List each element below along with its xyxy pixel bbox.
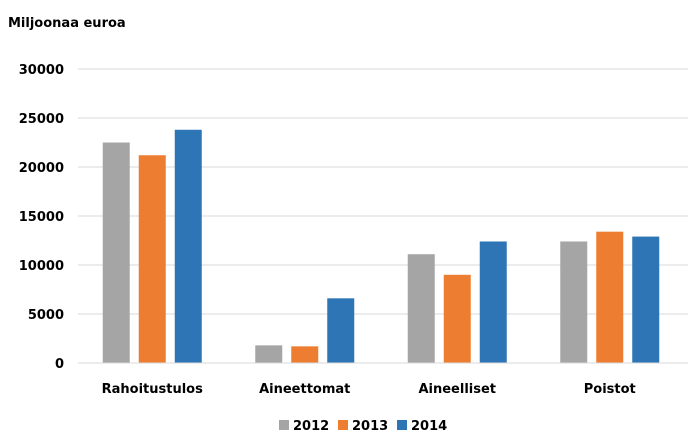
y-tick-label: 20000 xyxy=(19,161,64,176)
legend-label: 2014 xyxy=(411,419,447,434)
legend-label: 2012 xyxy=(293,419,329,434)
bar-2012-aineettomat xyxy=(255,345,283,363)
x-category-label: Aineelliset xyxy=(418,382,496,397)
bar-2013-poistot xyxy=(596,231,624,363)
legend-swatch-2013 xyxy=(338,420,348,430)
x-category-label: Poistot xyxy=(584,382,636,397)
y-tick-label: 15000 xyxy=(19,210,64,225)
bar-2012-poistot xyxy=(560,241,588,363)
x-category-label: Rahoitustulos xyxy=(102,382,203,397)
y-tick-label: 30000 xyxy=(19,63,64,78)
y-tick-label: 0 xyxy=(55,357,64,372)
bar-2013-rahoitustulos xyxy=(138,155,166,363)
bar-2014-aineettomat xyxy=(327,298,355,363)
bar-2013-aineettomat xyxy=(291,346,319,363)
y-tick-label: 10000 xyxy=(19,259,64,274)
bar-2014-aineelliset xyxy=(479,241,507,363)
bar-2014-rahoitustulos xyxy=(174,129,202,363)
y-tick-label: 25000 xyxy=(19,112,64,127)
legend-label: 2013 xyxy=(352,419,388,434)
bars xyxy=(102,129,660,363)
bar-2012-rahoitustulos xyxy=(102,142,130,363)
bar-2014-poistot xyxy=(632,236,660,363)
x-category-label: Aineettomat xyxy=(259,382,350,397)
y-axis-ticks: 0 5000 10000 15000 20000 25000 30000 xyxy=(19,63,64,372)
bar-2012-aineelliset xyxy=(407,254,435,363)
x-axis-categories: Rahoitustulos Aineettomat Aineelliset Poist… xyxy=(102,382,636,397)
y-tick-label: 5000 xyxy=(28,308,64,323)
legend-swatch-2014 xyxy=(397,420,407,430)
y-axis-title: Miljoonaa euroa xyxy=(8,16,126,31)
legend-swatch-2012 xyxy=(279,420,289,430)
legend: 2012 2013 2014 xyxy=(279,419,447,434)
bar-2013-aineelliset xyxy=(443,274,471,363)
